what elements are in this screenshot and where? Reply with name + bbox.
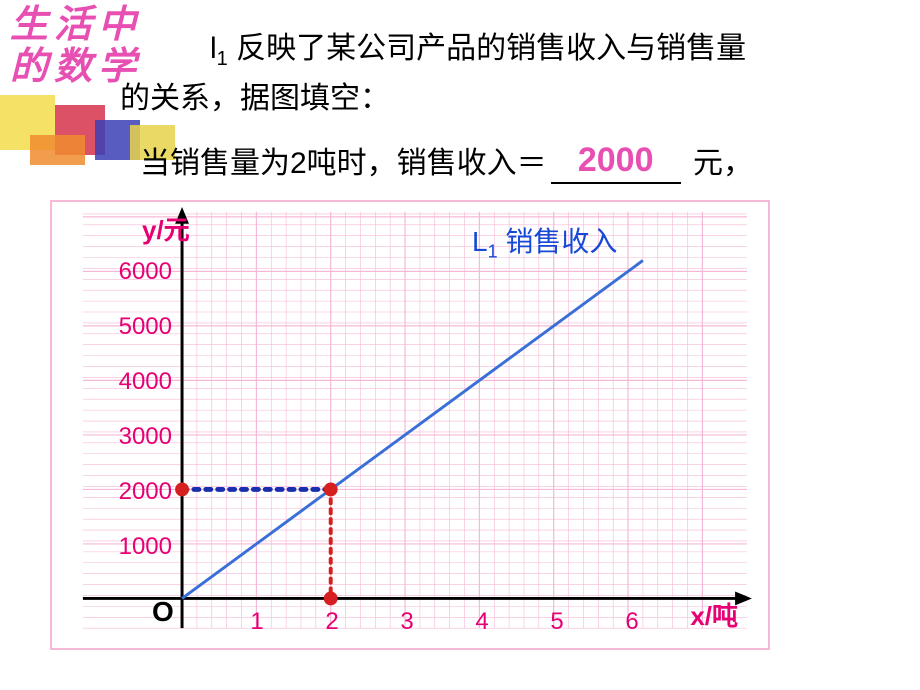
y-tick-label: 4000 [112,368,172,396]
y-tick-label: 5000 [112,313,172,341]
problem-line1: 反映了某公司产品的销售收入与销售量 [228,32,746,65]
answer-value: 2000 [578,141,654,179]
question-line: 当销售量为2吨时，销售收入＝ 2000 元， [140,138,753,184]
x-axis-label: x/吨 [690,596,738,633]
x-tick-label: 6 [617,608,647,636]
series-label-prefix: L [472,226,488,257]
x-tick-label: 1 [242,608,272,636]
series-label: L1 销售收入 [472,220,617,263]
x-tick-label: 4 [467,608,497,636]
y-tick-label: 1000 [112,533,172,561]
question-suffix: 元， [693,147,753,180]
y-tick-label: 2000 [112,478,172,506]
deco-title-line1: 生活中 [10,5,142,47]
line-sub: 1 [217,48,228,70]
problem-line2: 的关系，据图填空： [120,75,900,123]
series-label-text: 销售收入 [498,226,618,257]
y-axis-label: y/元 [142,210,190,247]
series-label-sub: 1 [488,242,498,262]
x-tick-label: 3 [392,608,422,636]
x-tick-label: 2 [317,608,347,636]
y-tick-label: 3000 [112,423,172,451]
x-tick-label: 5 [542,608,572,636]
deco-title: 生活中 的数学 [10,5,142,89]
y-tick-label: 6000 [112,258,172,286]
question-prefix: 当销售量为2吨时，销售收入＝ [140,147,547,180]
chart-container: y/元 x/吨 O L1 销售收入 1000200030004000500060… [50,200,770,650]
problem-text: l1 反映了某公司产品的销售收入与销售量 的关系，据图填空： [120,25,900,123]
line-symbol: l [210,32,217,65]
origin-label: O [152,596,174,628]
deco-title-line2: 的数学 [10,47,142,89]
